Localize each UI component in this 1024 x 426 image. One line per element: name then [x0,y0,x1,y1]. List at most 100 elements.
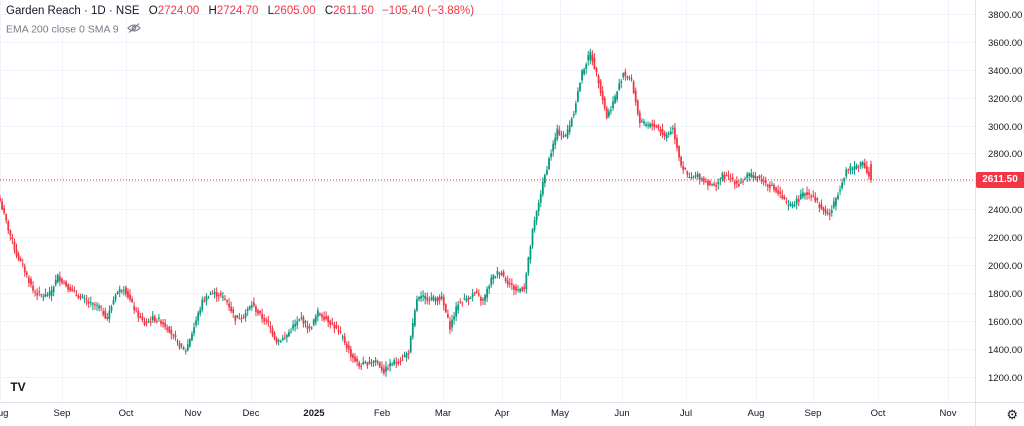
candle-body [845,169,848,177]
candle-body [510,283,513,285]
price-axis[interactable]: 1200.00 1400.00 1600.00 1800.00 2000.00 2200.… [988,10,1022,384]
candle-body [727,175,730,177]
indicator-legend[interactable]: EMA 200 close 0 SMA 9 [6,23,141,36]
candle-body [748,173,751,176]
candle-body [89,302,92,304]
candle-body [725,174,728,176]
candle-body [83,297,86,299]
tradingview-logo-icon[interactable]: TV [10,380,26,394]
candle-body [434,298,437,301]
candle-body [316,310,319,317]
candle-body [378,362,381,368]
candle-body [506,280,509,285]
x-tick-label: Mar [435,408,451,419]
symbol-title[interactable]: Garden Reach · 1D · NSE [6,5,140,17]
candle-body [265,319,268,321]
candle-body [347,345,350,350]
candle-body [30,278,32,285]
candle-body [632,81,635,93]
candle-body [151,315,154,320]
candle-body [564,134,567,136]
candle-body [261,314,264,319]
candle-body [616,91,619,100]
candle-body [657,125,660,129]
candle-body [473,292,476,294]
candle-body [199,309,202,314]
candle-body [232,309,235,313]
candle-body [207,297,210,299]
candle-body [73,290,76,292]
candle-body [463,298,466,300]
candle-body [224,298,226,300]
indicator-label[interactable]: EMA 200 close 0 SMA 9 [6,23,119,36]
candle-body [69,287,72,292]
candle-body [331,322,334,324]
candle-body [486,288,488,298]
candle-body [717,182,720,185]
time-axis[interactable]: Aug Sep Oct Nov Dec 2025 Feb Mar Apr May Jun Jul Aug… [0,408,957,419]
x-tick-label: Aug [0,408,8,419]
candle-body [849,166,852,171]
candle-body [843,178,846,182]
candle-body [444,304,447,313]
candle-body [145,322,148,324]
candle-body [504,278,507,282]
candle-body [806,192,808,196]
candle-body [193,327,195,334]
candle-body [696,174,699,177]
candle-body [647,124,649,126]
candle-body [863,162,866,168]
candle-body [5,214,8,221]
candle-body [81,296,84,298]
candle-body [735,180,738,184]
candle-body [812,195,815,197]
candle-body [50,290,53,297]
eye-slash-icon[interactable] [126,23,141,36]
candle-body [133,305,136,311]
candle-body [680,157,683,166]
candle-body [636,100,639,114]
gear-icon[interactable]: ⚙ [1006,407,1018,422]
candle-body [477,293,480,296]
candle-body [395,362,398,364]
candle-body [500,272,503,275]
candle-body [314,316,317,323]
candle-body [570,118,573,127]
y-tick-label: 2800.00 [988,149,1022,160]
candle-body [568,125,571,132]
candle-body [125,287,127,295]
y-tick-label: 3400.00 [988,66,1022,77]
candle-body [3,207,6,213]
candle-body [436,297,439,302]
candle-body [651,123,654,126]
open-label: O [148,5,158,17]
candle-body [618,83,621,90]
candle-body [560,134,563,136]
candle-body [746,174,749,178]
candle-body [13,241,16,250]
candle-body [480,297,482,301]
candle-body [174,335,177,338]
candle-body [459,301,462,303]
candle-body [775,187,777,192]
candle-body [868,171,870,177]
candle-body [671,127,674,129]
candle-body [228,303,231,308]
candle-body [779,191,782,194]
candle-body [327,316,330,323]
candle-body [438,296,441,301]
candle-body [178,342,181,348]
candle-body [824,209,827,214]
candle-body [773,184,775,190]
candle-body [399,361,402,363]
candle-body [246,308,249,311]
candles [0,48,872,377]
y-tick-label: 2000.00 [988,261,1022,272]
candle-body [277,340,280,342]
candle-body [238,318,241,320]
candle-body [172,334,175,336]
x-tick-label: Aug [748,408,765,419]
candle-body [638,112,641,124]
candle-body [269,325,272,328]
